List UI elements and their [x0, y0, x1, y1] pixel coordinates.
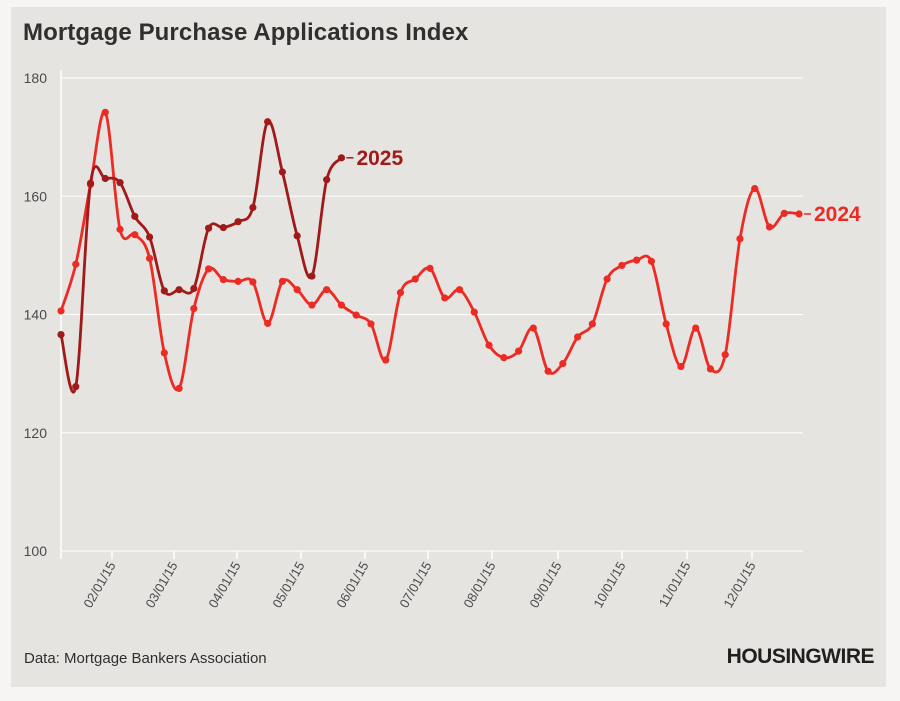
series-2025-point [131, 212, 139, 220]
series-2024-point [544, 367, 552, 375]
series-2024-point [249, 278, 257, 286]
x-tick-label: 07/01/15 [396, 559, 434, 610]
series-2024-point [706, 365, 715, 373]
series-2024-point [780, 209, 788, 217]
series-2024-point [751, 184, 759, 193]
series-2024-point [514, 347, 523, 355]
series-2024-point [647, 257, 656, 265]
series-2025-point [175, 286, 183, 294]
series-2024-point [485, 341, 493, 349]
series-2024-point [662, 320, 670, 328]
series-2024-point [396, 289, 405, 297]
series-2024-point [175, 384, 183, 393]
series-2024-line [59, 110, 800, 392]
series-2024-point [692, 324, 700, 332]
series-2024-point [131, 231, 139, 239]
series-2025-point [145, 233, 154, 241]
series-2024-point [426, 264, 434, 272]
series-end-labels: 2024 2025 [346, 147, 861, 226]
series-2025-label: 2025 [356, 147, 403, 170]
series-2025-point [101, 174, 109, 183]
series-2025-point [219, 223, 227, 232]
series-2025-point [205, 224, 213, 232]
series-2025-point [160, 287, 168, 295]
series-2024-point [57, 307, 65, 315]
series-2024-point [765, 223, 774, 231]
gridlines [61, 77, 803, 552]
x-tick-label: 09/01/15 [526, 559, 564, 610]
x-tick-label: 05/01/15 [269, 559, 307, 610]
housingwire-logo: HOUSINGWIRE [726, 645, 875, 668]
y-tick-label: 180 [24, 70, 48, 86]
series-2025-point [278, 168, 286, 176]
series-2025-point [72, 383, 80, 391]
series-2024-point [441, 294, 449, 302]
series-2024-point [367, 320, 375, 328]
series-lines [57, 108, 803, 394]
series-2025-point [337, 154, 346, 162]
series-2024-point [721, 351, 729, 359]
series-2024-point [677, 362, 685, 371]
x-tick-label: 08/01/15 [460, 559, 498, 610]
series-2025-point [249, 203, 257, 212]
series-2024-point [633, 256, 641, 264]
y-tick-label: 140 [24, 307, 48, 323]
x-tick-label: 12/01/15 [720, 559, 758, 610]
series-2024-point [308, 301, 316, 309]
x-tick-label: 03/01/15 [142, 559, 180, 610]
y-tick-label: 160 [24, 188, 48, 204]
series-2025-point [57, 331, 65, 339]
x-tick-label: 06/01/15 [333, 559, 371, 610]
series-2025-point [293, 232, 301, 240]
series-2024-point [795, 210, 803, 218]
series-2024-point [101, 108, 109, 116]
chart-title: Mortgage Purchase Applications Index [23, 19, 469, 46]
source-note: Data: Mortgage Bankers Association [24, 650, 267, 667]
series-2024-point [72, 260, 80, 268]
series-2025-point [190, 284, 198, 293]
series-2024-point [382, 356, 390, 364]
series-2024-point [160, 349, 168, 357]
series-2024-point [190, 304, 198, 313]
series-2024-point [352, 311, 360, 319]
x-tick-label: 11/01/15 [656, 559, 694, 609]
y-tick-label: 120 [24, 425, 48, 441]
series-2024-point [559, 359, 567, 368]
series-2024-point [278, 277, 286, 285]
y-tick-label: 100 [24, 543, 48, 559]
series-2024-point [618, 261, 626, 270]
series-2024-point [116, 225, 124, 233]
series-2025-point [308, 272, 316, 280]
series-2025-point [323, 176, 331, 184]
series-2024-point [293, 286, 301, 294]
series-2025-point [86, 179, 95, 187]
series-2024-point [264, 319, 272, 327]
series-2024-point [145, 254, 154, 262]
x-tick-label: 04/01/15 [205, 559, 243, 610]
series-2024-point [455, 286, 464, 294]
series-2024-point [529, 324, 537, 332]
x-tick-label: 10/01/15 [590, 559, 628, 610]
series-2025-point [116, 179, 124, 187]
series-2024-point [337, 301, 346, 309]
series-2024-point [500, 354, 508, 362]
chart-card: Mortgage Purchase Applications Index 100… [11, 7, 886, 687]
series-2024-point [234, 277, 242, 285]
x-tick-label: 02/01/15 [80, 559, 118, 610]
series-2024-point [588, 320, 596, 328]
series-2024-point [219, 276, 227, 284]
series-2024-point [411, 275, 419, 283]
line-chart: 100 120 140 160 180 02/01/15 03/01/15 04/01/15 0… [24, 70, 861, 610]
series-2024-point [574, 333, 582, 341]
series-2025-point [234, 218, 242, 226]
series-2024-point [736, 235, 744, 243]
series-2024-point [470, 308, 478, 316]
series-2025-point [264, 118, 272, 126]
series-2024-point [205, 265, 213, 273]
series-2024-label: 2024 [814, 203, 861, 226]
series-2024-point [323, 286, 331, 294]
series-2025-line [59, 119, 343, 394]
series-2024-point [603, 275, 611, 283]
